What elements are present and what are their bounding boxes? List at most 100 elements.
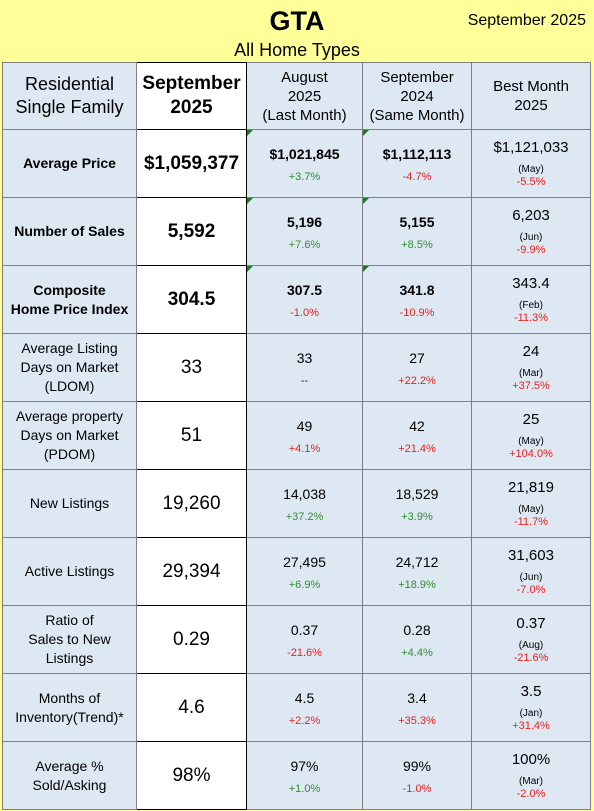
same-month-value: 24,712 [395, 553, 439, 570]
current-value: 19,260 [162, 492, 221, 514]
last-month-change: +1.0% [288, 782, 321, 795]
current-value: $1,059,377 [143, 152, 240, 174]
last-month-value: 27,495 [283, 553, 326, 570]
same-month-value: 341.8 [399, 281, 435, 298]
row-label-line: (LDOM) [44, 378, 95, 394]
best-month-name: (Feb) [519, 300, 543, 311]
same-month-cell: 42 +21.4% [362, 401, 472, 470]
last-month-value: 307.5 [286, 281, 323, 298]
best-month-cell: 21,819 (May) -11.7% [471, 469, 591, 538]
row-label-line: Ratio of [45, 612, 94, 628]
same-month-value: 3.4 [407, 689, 427, 706]
same-month-content: 99% -1.0% [364, 743, 471, 809]
same-month-change: +18.9% [398, 578, 436, 591]
best-change: -2.0% [516, 788, 546, 800]
same-month-change: +8.5% [401, 238, 433, 251]
best-value: 31,603 [508, 547, 554, 564]
comment-marker [247, 198, 253, 204]
best-value: 24 [522, 343, 540, 360]
last-month-change: -21.6% [287, 646, 322, 659]
header-best-line: Best Month [493, 78, 569, 95]
same-month-change: +22.2% [398, 374, 436, 387]
row-label-line: Average Listing [21, 340, 118, 356]
row-label-line: Inventory(Trend)* [15, 708, 124, 725]
current-value-cell: $1,059,377 [136, 129, 247, 198]
row-label-cell: Average % Sold/Asking [2, 741, 137, 810]
current-value: 4.6 [178, 696, 205, 718]
best-month-cell: 24 (Mar) +37.5% [471, 333, 591, 402]
same-month-value: 42 [409, 417, 425, 434]
header-label: Residential Single Family [2, 62, 137, 130]
header-current-line: September [142, 73, 241, 94]
last-month-change: -1.0% [290, 306, 319, 319]
last-month-cell: 49 +4.1% [246, 401, 363, 470]
row-label-line: Active Listings [24, 563, 115, 579]
header-label-line: Residential [24, 74, 115, 94]
same-month-content: 341.8 -10.9% [363, 266, 471, 333]
best-value: 343.4 [512, 275, 550, 292]
current-value: 5,592 [167, 220, 216, 242]
same-month-content: 27 +22.2% [364, 335, 471, 401]
best-month-cell: $1,121,033 (May) -5.5% [471, 129, 591, 198]
best-month-name: (May) [518, 436, 544, 447]
best-change: -11.7% [513, 516, 549, 528]
same-month-cell: 24,712 +18.9% [362, 537, 472, 606]
last-month-change: +7.6% [288, 238, 321, 251]
best-month-cell: 0.37 (Aug) -21.6% [471, 605, 591, 674]
stats-table: Residential Single Family September 2025… [2, 62, 591, 810]
page-subtitle: All Home Types [234, 40, 360, 60]
row-label-cell: Average Listing Days on Market (LDOM) [2, 333, 137, 402]
best-month-name: (Jan) [519, 708, 543, 719]
current-value: 29,394 [162, 560, 221, 582]
current-value: 33 [180, 356, 203, 378]
same-month-content: 3.4 +35.3% [364, 675, 471, 741]
last-month-cell: $1,021,845 +3.7% [246, 129, 363, 198]
best-value: 25 [522, 411, 540, 428]
header-best-month: Best Month 2025 [471, 62, 591, 130]
same-month-change: +35.3% [398, 714, 436, 727]
table-row: Average % Sold/Asking 98% 97% +1.0% 99% -1.0% 1… [2, 741, 591, 810]
best-month-name: (Jun) [519, 572, 543, 583]
last-month-value: 49 [296, 417, 313, 434]
current-value: 98% [172, 764, 211, 786]
current-value: 0.29 [173, 628, 210, 650]
same-month-change: -1.0% [402, 782, 432, 795]
same-month-content: 5,155 +8.5% [363, 198, 471, 265]
last-month-value: 5,196 [286, 213, 323, 230]
best-value: 21,819 [508, 479, 554, 496]
header-same-line: (Same Month) [369, 106, 465, 124]
current-value-cell: 0.29 [136, 605, 247, 674]
last-month-content: $1,021,845 +3.7% [247, 130, 362, 197]
best-value: 100% [511, 751, 551, 768]
last-month-cell: 27,495 +6.9% [246, 537, 363, 606]
row-label-cell: Average Price [2, 129, 137, 198]
best-change: +31.4% [512, 720, 550, 732]
table-row: Average Listing Days on Market (LDOM) 33 33 -… [2, 333, 591, 402]
comment-marker [363, 266, 369, 272]
best-change: -7.0% [516, 584, 546, 596]
last-month-cell: 4.5 +2.2% [246, 673, 363, 742]
table-row: Ratio of Sales to New Listings 0.29 0.37 -21.… [2, 605, 591, 674]
table-row: Average Price $1,059,377 $1,021,845 +3.7% $1… [2, 129, 591, 198]
header-current: September 2025 [136, 62, 247, 130]
current-value: 51 [180, 424, 203, 446]
row-label-cell: New Listings [2, 469, 137, 538]
header-same-month: September 2024 (Same Month) [362, 62, 472, 130]
row-label-line: Listings [45, 650, 94, 666]
header-last-line: (Last Month) [262, 106, 347, 124]
same-month-value: 18,529 [395, 485, 439, 502]
current-value-cell: 304.5 [136, 265, 247, 334]
row-label-line: Months of [38, 689, 101, 706]
same-month-value: 99% [402, 757, 432, 774]
last-month-change: +37.2% [285, 510, 324, 523]
last-month-value: 33 [296, 349, 313, 366]
header-same-line: 2024 [400, 87, 434, 105]
same-month-content: 24,712 +18.9% [364, 539, 471, 605]
last-month-value: 14,038 [283, 485, 326, 502]
last-month-value: $1,021,845 [269, 145, 340, 162]
best-value: $1,121,033 [493, 139, 569, 156]
same-month-value: $1,112,113 [382, 145, 452, 162]
row-label-line: Average Price [23, 155, 116, 171]
last-month-content: 5,196 +7.6% [247, 198, 362, 265]
same-month-change: +21.4% [398, 442, 436, 455]
